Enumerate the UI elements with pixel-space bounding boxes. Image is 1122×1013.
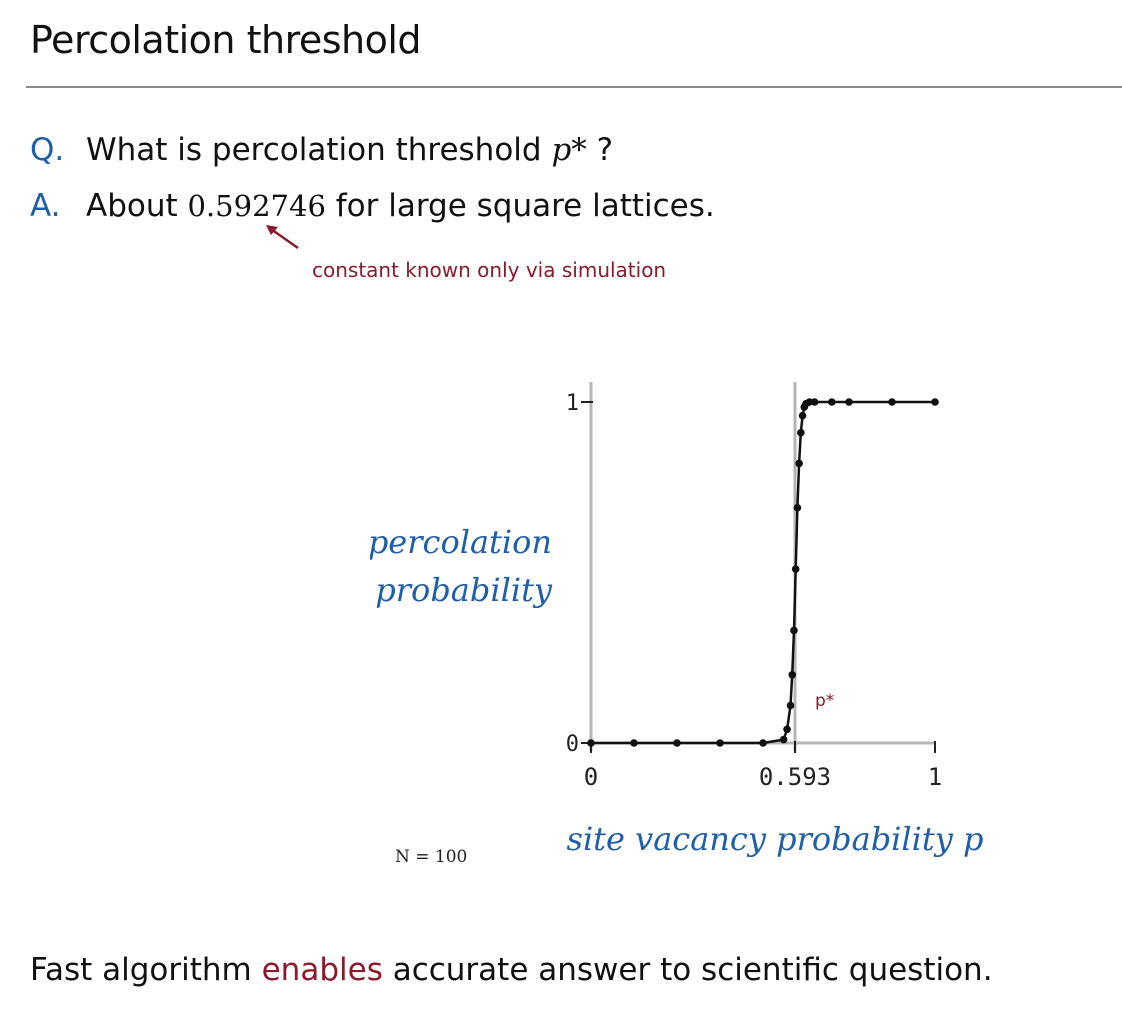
y-tick-label: 0: [566, 732, 579, 757]
answer-label: A.: [30, 188, 61, 224]
data-point: [673, 739, 681, 747]
footer-statement: Fast algorithm enables accurate answer t…: [30, 952, 993, 988]
answer-suffix: for large square lattices.: [325, 188, 715, 224]
footer-suffix: accurate answer to scientific question.: [382, 952, 993, 988]
data-point: [788, 671, 797, 679]
data-point: [828, 398, 836, 406]
question-line: Q. What is percolation threshold p* ?: [30, 132, 613, 168]
data-point: [783, 725, 791, 734]
data-point: [779, 735, 788, 744]
slide-title: Percolation threshold: [30, 18, 422, 62]
data-point: [798, 411, 807, 420]
data-point: [888, 398, 896, 406]
series-line: [591, 400, 935, 745]
data-point: [716, 739, 724, 747]
footer-prefix: Fast algorithm: [30, 952, 262, 988]
data-point: [797, 428, 805, 437]
question-variable: p*: [551, 132, 587, 168]
data-point: [759, 739, 767, 747]
y-tick-label: 1: [566, 391, 579, 416]
data-point: [845, 398, 853, 406]
sample-size-label: N = 100: [395, 847, 467, 867]
data-point: [791, 565, 800, 573]
y-axis-label: probability: [375, 571, 553, 609]
x-axis-label: site vacancy probability p: [567, 820, 984, 858]
data-point: [795, 459, 803, 468]
data-point: [587, 739, 595, 747]
question-text: What is percolation threshold: [86, 132, 542, 168]
x-tick-label: 0.593: [759, 763, 831, 791]
x-tick-label: 1: [928, 763, 942, 791]
percolation-chart: 0 1 0 0.593 1 percolation probability site vaca…: [370, 382, 984, 867]
data-point: [790, 626, 798, 635]
y-axis-label: percolation: [370, 523, 552, 561]
footer-highlight: enables: [261, 952, 383, 988]
threshold-label: p*: [815, 691, 834, 711]
answer-value: 0.592746: [187, 189, 326, 223]
data-point: [931, 398, 939, 406]
annotation-arrow-icon: [266, 225, 299, 250]
annotation-note: constant known only via simulation: [312, 258, 667, 282]
title-divider: [26, 86, 1122, 88]
data-point: [793, 503, 802, 512]
question-label: Q.: [30, 132, 65, 168]
data-point: [630, 739, 638, 747]
answer-line: A. About 0.592746 for large square lattic…: [30, 188, 715, 224]
data-point: [786, 701, 795, 710]
data-point: [810, 398, 819, 406]
question-suffix: ?: [586, 132, 614, 168]
answer-prefix: About: [86, 188, 188, 224]
x-tick-label: 0: [584, 763, 598, 791]
